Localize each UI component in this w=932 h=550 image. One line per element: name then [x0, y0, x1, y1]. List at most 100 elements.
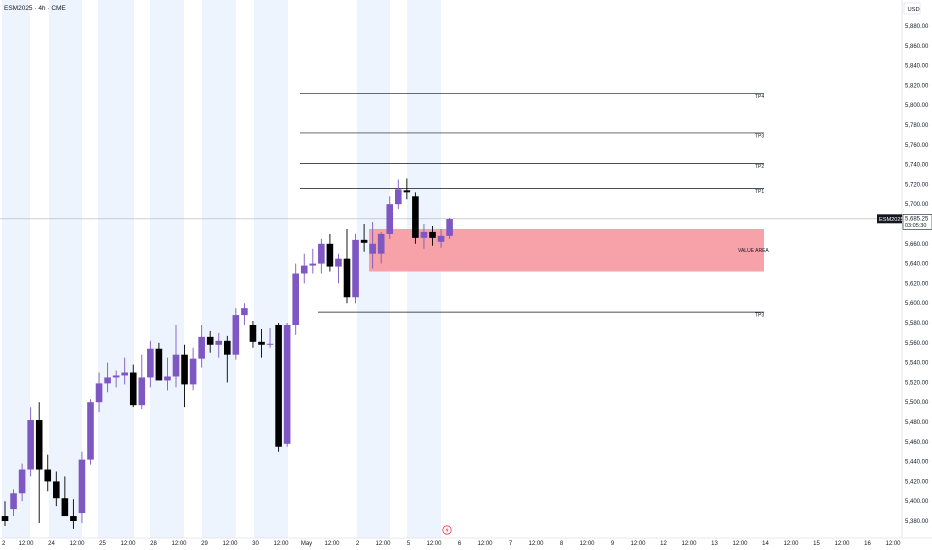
candle-10[interactable]	[87, 399, 94, 465]
level-label-3: TP1	[755, 189, 764, 195]
session-band-1	[49, 0, 82, 538]
candle-42[interactable]	[360, 224, 368, 252]
candle-body	[395, 189, 402, 205]
candle-27[interactable]	[232, 308, 240, 360]
time-tick-24: 9	[611, 541, 615, 547]
candle-25[interactable]	[215, 332, 223, 358]
candle-45[interactable]	[386, 196, 394, 239]
candle-28[interactable]	[241, 303, 248, 325]
candle-24[interactable]	[206, 330, 214, 353]
candle-1[interactable]	[10, 489, 17, 517]
currency-box[interactable]	[903, 2, 921, 15]
time-tick-12: May	[301, 541, 312, 547]
candle-52[interactable]	[446, 218, 453, 239]
time-tick-2: 24	[48, 541, 55, 547]
candle-body	[78, 459, 86, 514]
time-tick-20: 7	[509, 541, 513, 547]
price-tick-8: 5,540.00	[905, 361, 929, 367]
time-tick-33: 12:00	[834, 541, 850, 547]
time-tick-27: 12:00	[681, 541, 697, 547]
time-tick-30: 14	[762, 541, 769, 547]
candle-body	[112, 375, 120, 378]
candle-47[interactable]	[403, 178, 411, 200]
candle-0[interactable]	[1, 501, 9, 526]
candle-23[interactable]	[198, 324, 205, 368]
candle-body	[189, 358, 197, 385]
candle-body	[292, 273, 299, 325]
candle-body	[104, 377, 111, 384]
candle-13[interactable]	[112, 370, 120, 388]
level-label-0: TP4	[755, 94, 764, 100]
candle-body	[18, 469, 26, 494]
candle-20[interactable]	[172, 324, 180, 388]
candle-body	[129, 372, 137, 406]
candle-34[interactable]	[292, 263, 299, 335]
candle-29[interactable]	[249, 321, 257, 348]
candle-39[interactable]	[335, 253, 342, 284]
candle-50[interactable]	[429, 225, 436, 246]
candle-22[interactable]	[189, 347, 197, 391]
candle-9[interactable]	[78, 451, 86, 523]
candle-6[interactable]	[53, 471, 60, 507]
value-area-zone: VALUE AREA	[369, 228, 769, 272]
candle-49[interactable]	[420, 224, 428, 249]
candle-37[interactable]	[318, 238, 325, 274]
candle-2[interactable]	[18, 463, 26, 502]
time-tick-4: 25	[99, 541, 106, 547]
candle-body	[53, 481, 60, 499]
time-tick-26: 12	[660, 541, 667, 547]
value-area-rect[interactable]	[369, 228, 764, 272]
candle-48[interactable]	[412, 192, 419, 244]
time-tick-11: 12:00	[273, 541, 289, 547]
candle-44[interactable]	[377, 231, 385, 264]
time-tick-16: 5	[407, 541, 411, 547]
candle-38[interactable]	[326, 233, 334, 272]
candle-body	[309, 263, 317, 266]
candle-31[interactable]	[266, 327, 274, 348]
candle-19[interactable]	[164, 357, 171, 391]
level-label-2: TP2	[755, 164, 764, 170]
candle-body	[446, 219, 453, 236]
candle-body	[369, 243, 376, 254]
candle-40[interactable]	[343, 228, 351, 304]
candle-41[interactable]	[352, 233, 359, 304]
time-tick-34: 16	[864, 541, 871, 547]
candle-7[interactable]	[61, 476, 69, 517]
candle-17[interactable]	[147, 340, 154, 388]
candle-4[interactable]	[35, 402, 43, 523]
lightning-icon[interactable]	[442, 525, 452, 535]
price-axis-ticks: 5,380.00 5,400.00 5,420.00 5,440.00 5,460.00…	[905, 24, 929, 525]
price-tick-9: 5,560.00	[905, 341, 929, 347]
candle-body	[10, 493, 17, 510]
price-tick-7: 5,520.00	[905, 380, 929, 386]
candle-body	[215, 340, 223, 345]
candle-body	[70, 516, 77, 521]
candle-46[interactable]	[395, 179, 402, 210]
time-tick-21: 12:00	[528, 541, 544, 547]
candle-body	[147, 348, 154, 378]
candle-21[interactable]	[181, 344, 188, 408]
candle-12[interactable]	[104, 362, 111, 393]
candle-33[interactable]	[283, 323, 291, 447]
time-axis-bg	[0, 538, 932, 550]
candle-8[interactable]	[70, 499, 77, 529]
candle-36[interactable]	[309, 248, 317, 274]
candle-35[interactable]	[300, 253, 308, 284]
candle-43[interactable]	[369, 222, 376, 269]
candle-5[interactable]	[44, 454, 52, 492]
candle-32[interactable]	[275, 323, 282, 452]
candle-11[interactable]	[95, 372, 103, 413]
candle-26[interactable]	[224, 335, 231, 383]
time-tick-7: 12:00	[171, 541, 187, 547]
candle-18[interactable]	[155, 342, 163, 381]
candle-30[interactable]	[258, 328, 265, 358]
candle-51[interactable]	[437, 228, 445, 248]
price-tick-5: 5,480.00	[905, 420, 929, 426]
candle-15[interactable]	[129, 364, 137, 408]
candle-14[interactable]	[121, 357, 128, 385]
candle-body	[232, 315, 240, 355]
candle-16[interactable]	[138, 354, 146, 410]
price-axis-bg	[902, 0, 932, 538]
candle-3[interactable]	[27, 407, 34, 477]
